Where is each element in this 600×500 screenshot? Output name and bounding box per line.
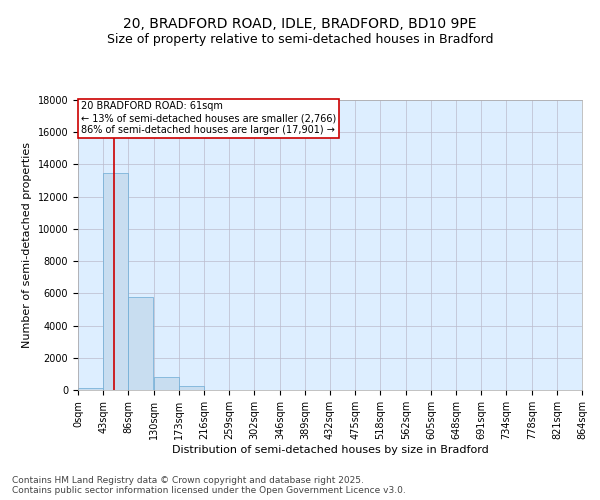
Y-axis label: Number of semi-detached properties: Number of semi-detached properties <box>22 142 32 348</box>
Bar <box>154 377 179 390</box>
Text: Contains HM Land Registry data © Crown copyright and database right 2025.
Contai: Contains HM Land Registry data © Crown c… <box>12 476 406 495</box>
Bar <box>179 386 204 390</box>
Bar <box>128 296 153 390</box>
Bar <box>103 172 128 390</box>
Bar <box>78 388 103 390</box>
X-axis label: Distribution of semi-detached houses by size in Bradford: Distribution of semi-detached houses by … <box>172 444 488 454</box>
Text: 20, BRADFORD ROAD, IDLE, BRADFORD, BD10 9PE: 20, BRADFORD ROAD, IDLE, BRADFORD, BD10 … <box>123 18 477 32</box>
Text: Size of property relative to semi-detached houses in Bradford: Size of property relative to semi-detach… <box>107 32 493 46</box>
Text: 20 BRADFORD ROAD: 61sqm
← 13% of semi-detached houses are smaller (2,766)
86% of: 20 BRADFORD ROAD: 61sqm ← 13% of semi-de… <box>80 102 336 134</box>
